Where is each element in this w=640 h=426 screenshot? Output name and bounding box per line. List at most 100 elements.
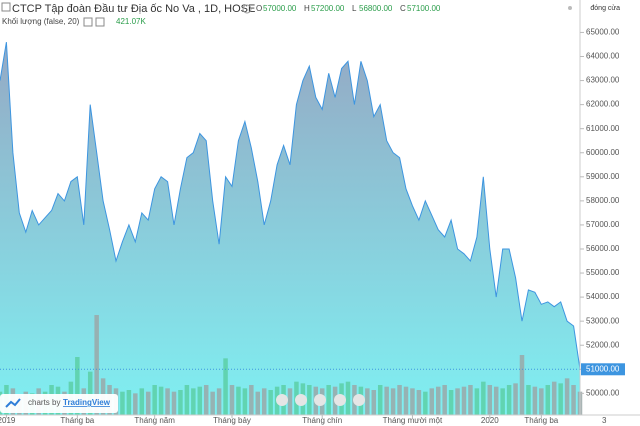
volume-bar [455,388,460,415]
nav-buttons [276,394,365,406]
volume-label: Khối lượng (false, 20) [2,17,80,26]
volume-bar [377,385,383,415]
volume-bar [365,388,370,415]
volume-bar [326,385,331,415]
volume-bar [171,391,177,415]
volume-bar [384,386,389,415]
volume-bar [249,385,254,415]
nav-button[interactable] [353,394,365,406]
y-tick-label: 53000.00 [586,316,620,325]
volume-bar [493,386,499,415]
volume-bar [216,388,222,415]
close-icon[interactable] [95,17,105,27]
volume-bar [506,385,512,415]
volume-bar [158,386,164,415]
volume-bar [551,381,557,415]
logo-prefix: charts by [28,398,60,407]
volume-bar [133,393,138,415]
x-tick-label: Tháng ba [524,416,558,425]
volume-bar [307,385,312,415]
volume-bar [94,315,99,415]
settings-icon[interactable] [83,17,93,27]
status-dot [568,6,572,10]
volume-bar [468,385,473,415]
volume-bar [236,386,241,415]
ohlc-label: C [400,4,406,13]
price-line [0,42,581,370]
volume-bar [152,385,157,415]
y-tick-label: 54000.00 [586,292,620,301]
status: đóng cửa [590,4,620,12]
y-tick-label: 56000.00 [586,244,620,253]
title: CTCP Tập đoàn Đầu tư Địa ốc No Va , 1D, … [12,3,255,15]
ohlc-label: O [256,4,262,13]
volume-bar [178,390,183,415]
y-tick-label: 55000.00 [586,268,620,277]
nav-button[interactable] [276,394,288,406]
x-tick-label: Tháng chín [302,416,342,425]
last-price-label: 51000.00 [586,364,620,373]
corner-label: 3 [602,416,607,425]
y-tick-label: 61000.00 [586,124,620,133]
ohlc-value: 57000.00 [263,4,297,13]
x-tick-label: Tháng ba [60,416,94,425]
volume-bar [345,381,351,415]
y-tick-label: 60000.00 [586,148,620,157]
y-tick-label: 57000.00 [586,220,620,229]
volume-bar [410,388,415,415]
collapse-icon[interactable] [1,2,11,12]
last-price-box [581,363,625,376]
volume-bar [416,390,422,415]
volume-bar [403,386,409,415]
volume-bar [461,386,467,415]
volume-bar [126,390,132,415]
x-tick-label: 2019 [0,416,16,425]
volume-bar [287,388,293,415]
nav-button[interactable] [334,394,346,406]
volume-bar [397,385,402,415]
volume-bar [390,388,396,415]
ohlc-label: L [352,4,357,13]
volume-bar [223,358,228,415]
logo-brand[interactable]: TradingView [63,398,111,407]
volume-bar [261,388,267,415]
y-tick-label: 59000.00 [586,172,620,181]
volume-bar [210,391,215,415]
volume-bar [191,388,196,415]
volume-bar [229,385,235,415]
volume-bar [255,391,261,415]
volume-bar [268,390,273,415]
y-tick-label: 52000.00 [586,340,620,349]
volume-bar [242,388,248,415]
logo-icon [5,398,21,408]
volume-bar [545,385,551,415]
y-tick-label: 64000.00 [586,52,620,61]
volume-bar [203,385,209,415]
volume-bar [526,385,531,415]
logo-box[interactable] [0,394,118,413]
y-tick-label: 62000.00 [586,100,620,109]
volume-bar [75,357,80,415]
volume-bar [500,388,505,415]
volume-bar [429,388,435,415]
volume-bar [539,388,544,415]
y-tick-label: 58000.00 [586,196,620,205]
volume-bar [474,388,480,415]
volume-bar [197,386,203,415]
ohlc-label: H [304,4,310,13]
volume-bar [558,383,563,415]
volume-bar [184,385,190,415]
nav-button[interactable] [295,394,307,406]
volume-bar [371,390,377,415]
ohlc: O 57000.00 H 57200.00 L 56800.00 C 57100.00 [256,4,441,13]
eye-icon[interactable] [242,4,252,14]
area-fill [0,42,580,415]
x-tick-label: Tháng bảy [213,416,251,425]
ohlc-value: 56800.00 [359,4,393,13]
nav-button[interactable] [314,394,326,406]
ohlc-value: 57200.00 [311,4,345,13]
y-tick-label: 50000.00 [586,388,620,397]
volume-bar [519,355,525,415]
volume-bar [139,388,145,415]
